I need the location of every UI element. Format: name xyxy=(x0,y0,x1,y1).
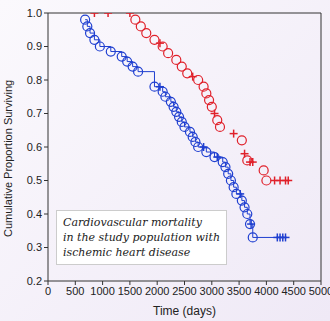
html-text:ischemic heart disease: ischemic heart disease xyxy=(63,246,191,259)
html-text:Cardiovascular mortality: Cardiovascular mortality xyxy=(63,216,202,229)
svg-text:2500: 2500 xyxy=(172,285,196,297)
svg-text:1000: 1000 xyxy=(90,285,114,297)
svg-text:0.2: 0.2 xyxy=(27,275,42,287)
svg-text:4000: 4000 xyxy=(254,285,278,297)
svg-text:0.9: 0.9 xyxy=(27,40,42,52)
svg-text:4500: 4500 xyxy=(281,285,305,297)
svg-text:1500: 1500 xyxy=(118,285,142,297)
svg-text:0.4: 0.4 xyxy=(27,208,42,220)
svg-text:Cumulative Proportion Survivin: Cumulative Proportion Surviving xyxy=(8,80,14,237)
svg-text:3000: 3000 xyxy=(200,285,224,297)
svg-text:Time (days): Time (days) xyxy=(153,304,216,318)
svg-text:1.0: 1.0 xyxy=(27,7,42,19)
svg-text:2000: 2000 xyxy=(145,285,169,297)
svg-text:0.5: 0.5 xyxy=(27,174,42,186)
svg-text:5000: 5000 xyxy=(309,285,322,297)
html-text:in the study population with: in the study population with xyxy=(63,231,220,244)
svg-text:0.3: 0.3 xyxy=(27,241,42,253)
svg-text:0.8: 0.8 xyxy=(27,74,42,86)
svg-text:0: 0 xyxy=(45,285,51,297)
svg-text:500: 500 xyxy=(66,285,84,297)
svg-text:0.6: 0.6 xyxy=(27,141,42,153)
svg-text:0.7: 0.7 xyxy=(27,107,42,119)
svg-text:3500: 3500 xyxy=(227,285,251,297)
